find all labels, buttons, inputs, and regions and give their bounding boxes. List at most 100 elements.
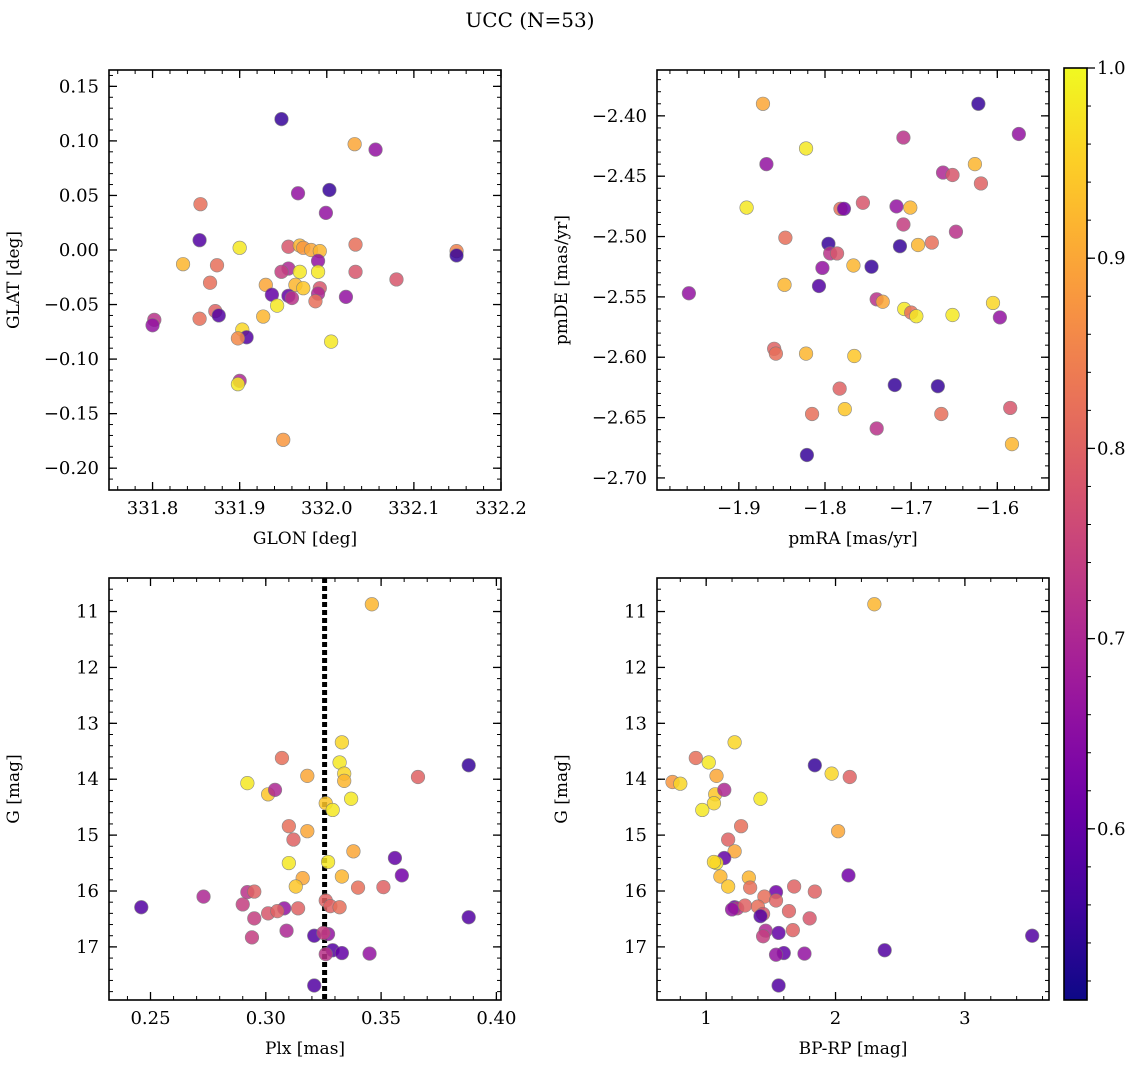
data-point [815, 260, 830, 276]
data-point [281, 819, 296, 834]
data-point [410, 769, 426, 785]
data-point [771, 925, 786, 941]
data-point [755, 96, 771, 111]
data-point [348, 237, 363, 252]
data-point [753, 909, 768, 924]
x-tick-label: 331.8 [127, 498, 179, 519]
data-point [832, 381, 847, 396]
data-point [230, 377, 246, 392]
x-tick-label: −1.6 [975, 498, 1019, 519]
data-point [235, 897, 250, 912]
data-point [781, 904, 797, 919]
panel-pmra-pmde: −1.9 −1.8 −1.7 −1.6 −2.40 −2.45 −2.50 −2.55 −2.6… [552, 69, 1050, 549]
data-point [300, 768, 315, 783]
data-point [1004, 437, 1020, 452]
y-tick-label: 15 [624, 825, 647, 846]
y-tick-label: −0.05 [44, 295, 99, 316]
data-point [948, 224, 964, 239]
data-point [364, 597, 379, 612]
data-point [887, 377, 902, 393]
data-point [316, 925, 331, 941]
data-point [1011, 126, 1026, 142]
axes-frame [108, 69, 502, 491]
axes-frame [656, 577, 1050, 1001]
data-point [717, 782, 732, 797]
data-point [867, 597, 882, 612]
data-point [461, 758, 476, 773]
data-point [267, 782, 283, 797]
y-tick-label: 15 [76, 825, 99, 846]
scatter-points [134, 597, 476, 993]
data-point [910, 237, 926, 253]
y-tick-label: 0.10 [59, 131, 99, 152]
data-point [209, 258, 225, 273]
colorbar-tick-label: 0.6 [1097, 819, 1126, 840]
data-point [332, 900, 347, 915]
data-point [296, 281, 311, 296]
data-point [334, 945, 349, 961]
data-point [362, 946, 377, 961]
y-axis-label: pmDE [mas/yr] [552, 215, 572, 345]
data-point [276, 432, 291, 447]
axes-frame [108, 577, 502, 1001]
data-point [721, 832, 736, 847]
y-tick-label: 12 [76, 657, 99, 678]
x-axis-label: Plx [mas] [265, 1039, 345, 1059]
data-point [145, 318, 160, 333]
colorbar-gradient [1064, 68, 1087, 1000]
data-point [799, 447, 815, 463]
y-tick-label: −2.45 [592, 166, 647, 187]
x-tick-label: 332.0 [301, 498, 353, 519]
x-tick-label: 0.40 [476, 1008, 516, 1029]
data-point [292, 264, 307, 279]
data-point [290, 186, 306, 201]
data-point [855, 195, 871, 210]
data-point [934, 406, 949, 422]
y-tick-label: −2.60 [592, 347, 647, 368]
y-tick-label: 0.05 [59, 185, 99, 206]
data-point [247, 911, 262, 926]
data-point [175, 257, 191, 272]
x-tick-label: 0.35 [361, 1008, 401, 1029]
colorbar-tick-label: 0.8 [1097, 438, 1126, 459]
data-point [232, 240, 247, 255]
data-point [274, 111, 289, 127]
x-tick-label: 332.2 [475, 498, 527, 519]
data-point [338, 289, 354, 305]
y-tick-label: −0.20 [44, 458, 99, 479]
data-point [681, 286, 696, 301]
data-point [768, 893, 784, 908]
data-point [193, 197, 208, 212]
data-point [945, 167, 960, 183]
data-point [387, 850, 403, 866]
data-point [804, 406, 820, 422]
data-point [727, 735, 742, 750]
data-point [192, 233, 207, 248]
scatter-points [145, 111, 464, 447]
data-point [721, 879, 736, 894]
data-point [753, 791, 768, 806]
y-tick-label: 13 [76, 713, 99, 734]
y-tick-label: 17 [76, 937, 99, 958]
data-point [798, 346, 814, 361]
y-tick-label: −2.40 [592, 106, 647, 127]
data-point [344, 791, 359, 806]
y-tick-label: −0.10 [44, 349, 99, 370]
data-point [322, 182, 337, 198]
data-point [778, 230, 793, 245]
data-point [733, 819, 749, 834]
data-point [706, 854, 722, 870]
data-point [945, 307, 960, 323]
x-tick-label: 332.1 [388, 498, 440, 519]
data-point [288, 879, 303, 894]
data-point [903, 200, 918, 215]
data-point [755, 929, 771, 944]
data-point [389, 272, 404, 287]
data-point [892, 239, 908, 254]
x-axis-label: BP-RP [mag] [799, 1039, 908, 1059]
x-axis-label: GLON [deg] [253, 529, 357, 549]
data-point [811, 278, 827, 294]
data-point [376, 879, 391, 895]
x-axis-label: pmRA [mas/yr] [788, 529, 917, 549]
